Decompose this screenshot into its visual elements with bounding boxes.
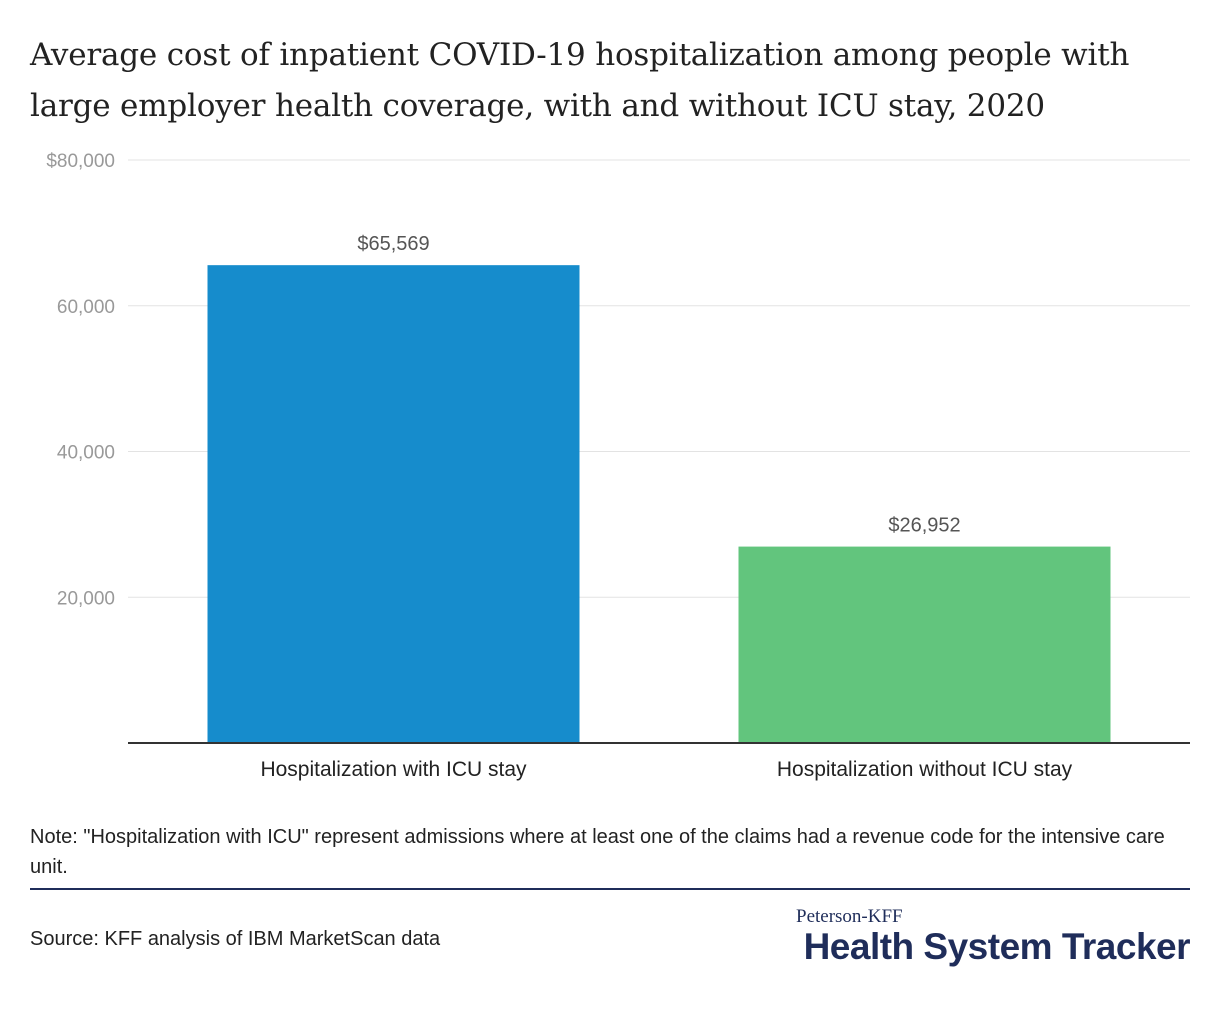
bar-value-label: $26,952 xyxy=(888,515,960,537)
data-labels: $65,569 $26,952 xyxy=(357,233,960,536)
brand-logo-text: Health System Tracker xyxy=(803,926,1191,967)
source-text: Source: KFF analysis of IBM MarketScan d… xyxy=(30,928,441,950)
bar-value-label: $65,569 xyxy=(357,233,429,255)
chart-title: Average cost of inpatient COVID-19 hospi… xyxy=(30,37,1130,124)
bar xyxy=(207,265,580,743)
bars xyxy=(207,265,1111,743)
bar xyxy=(738,546,1111,743)
brand-subtitle: Peterson-KFF xyxy=(796,906,903,927)
y-tick-label: 20,000 xyxy=(57,588,115,609)
footer-divider xyxy=(30,888,1190,890)
x-axis-category-labels: Hospitalization with ICU stay Hospitaliza… xyxy=(260,758,1072,781)
category-label: Hospitalization with ICU stay xyxy=(260,758,527,781)
chart-note: Note: "Hospitalization with ICU" represe… xyxy=(30,826,1165,878)
category-label: Hospitalization without ICU stay xyxy=(777,758,1073,781)
y-tick-label: $80,000 xyxy=(46,151,115,172)
y-axis-tick-labels: 20,000 40,000 60,000 $80,000 xyxy=(46,151,115,609)
y-tick-label: 60,000 xyxy=(57,297,115,318)
bar-chart: 20,000 40,000 60,000 $80,000 $65,569 $26,952… xyxy=(46,151,1190,781)
y-tick-label: 40,000 xyxy=(57,443,115,464)
